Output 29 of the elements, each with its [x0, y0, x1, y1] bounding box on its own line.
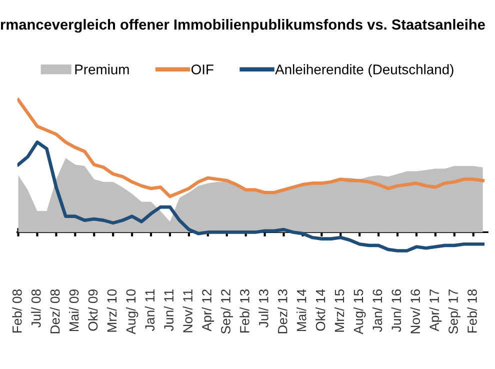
x-tick-label: Mai/ 09 — [69, 289, 79, 332]
x-tick-label: Mai/ 14 — [296, 289, 306, 332]
legend-label: Anleiherendite (Deutschland) — [275, 64, 454, 78]
x-tick-label: Feb/ 13 — [240, 289, 250, 333]
x-tick-label: Apr/ 17 — [429, 290, 442, 332]
x-tick-label: Mrz/ 10 — [106, 289, 117, 332]
x-tick-label: Nov/ 11 — [182, 289, 192, 332]
x-tick-label: Dez/ 08 — [50, 289, 60, 334]
x-tick-label: Jul/ 08 — [31, 289, 41, 328]
x-tick-label: Jul/ 13 — [258, 289, 268, 328]
x-tick-label: Feb/ 18 — [467, 289, 477, 333]
x-tick-label: Jan/ 16 — [372, 289, 382, 332]
legend-label: Premium — [75, 64, 129, 74]
x-tick-label: Aug/ 10 — [126, 289, 138, 334]
legend-label: OIF — [191, 64, 214, 74]
x-tick-label: Okt/ 09 — [88, 289, 98, 331]
x-tick-label: Apr/ 12 — [202, 290, 214, 332]
x-tick-label: Feb/ 08 — [12, 289, 22, 333]
x-tick-label: Mrz/ 15 — [334, 289, 344, 332]
x-tick-label: Jan/ 11 — [144, 289, 155, 331]
x-tick-label: Sep/ 17 — [448, 290, 461, 334]
x-tick-label: Dez/ 13 — [278, 289, 288, 334]
x-tick-label: Jun/ 11 — [164, 289, 174, 331]
x-tick-label: Aug/ 15 — [353, 289, 366, 334]
x-tick-label: Sep/ 12 — [220, 290, 233, 334]
chart-title: rmancevergleich offener Immobilienpublikumsfonds vs. Staatsanleihe — [0, 19, 485, 33]
x-tick-label: Jun/ 16 — [391, 289, 402, 332]
x-tick-label: Okt/ 14 — [316, 289, 326, 331]
x-tick-label: Nov/ 16 — [410, 289, 420, 334]
